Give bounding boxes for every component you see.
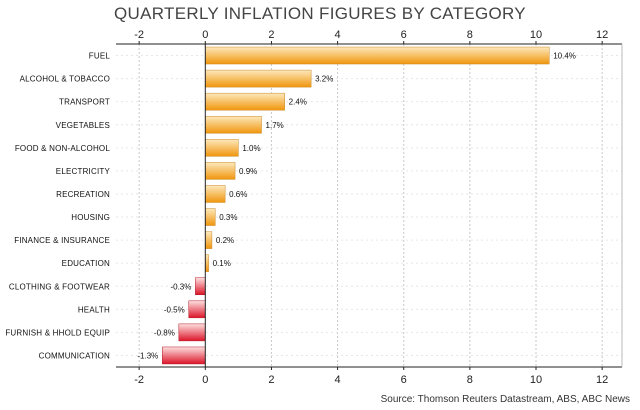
top-tick-label: 2	[268, 29, 274, 41]
category-label: COMMUNICATION	[39, 351, 110, 360]
data-label: -0.3%	[170, 282, 191, 291]
data-label: 0.2%	[216, 236, 234, 245]
category-label: FOOD & NON-ALCOHOL	[15, 144, 111, 153]
data-label: 0.9%	[239, 167, 257, 176]
bottom-tick-label: -2	[134, 374, 144, 386]
source-note: Source: Thomson Reuters Datastream, ABS,…	[380, 394, 630, 405]
data-label: 0.3%	[219, 213, 237, 222]
top-tick-label: 0	[202, 29, 208, 41]
bottom-tick-label: 2	[268, 374, 274, 386]
category-label: FINANCE & INSURANCE	[14, 236, 110, 245]
bar	[205, 185, 226, 203]
data-label: 0.6%	[229, 190, 247, 199]
top-tick-label: 10	[530, 29, 542, 41]
bar	[188, 300, 206, 319]
category-label: EDUCATION	[62, 259, 110, 268]
bar	[205, 162, 236, 180]
top-tick-label: 6	[401, 29, 407, 41]
data-label: 2.4%	[289, 98, 307, 107]
bottom-tick-label: 10	[530, 374, 542, 386]
category-label: ALCOHOL & TOBACCO	[20, 75, 110, 84]
data-label: 10.4%	[553, 52, 576, 61]
chart-title: QUARTERLY INFLATION FIGURES BY CATEGORY	[114, 4, 526, 23]
category-label: HEALTH	[78, 305, 110, 314]
bottom-tick-label: 8	[467, 374, 473, 386]
bar	[205, 69, 312, 88]
data-label: 3.2%	[315, 75, 333, 84]
bar	[162, 346, 206, 365]
top-tick-label: 8	[467, 29, 473, 41]
bar	[205, 139, 239, 157]
bar	[205, 92, 285, 111]
top-tick-label: 4	[335, 29, 341, 41]
bar	[205, 208, 216, 226]
data-label: -1.3%	[137, 351, 158, 360]
category-label: RECREATION	[56, 190, 110, 199]
category-label: CLOTHING & FOOTWEAR	[9, 282, 110, 291]
bar	[205, 116, 262, 134]
category-label: TRANSPORT	[59, 98, 110, 107]
bar	[178, 323, 206, 342]
top-tick-label: 12	[596, 29, 608, 41]
category-label: FUEL	[89, 52, 111, 61]
category-label: VEGETABLES	[56, 121, 110, 130]
bar	[205, 231, 213, 249]
data-label: 0.1%	[213, 259, 231, 268]
bottom-tick-label: 12	[596, 374, 608, 386]
data-label: 1.0%	[242, 144, 260, 153]
bottom-tick-label: 6	[401, 374, 407, 386]
bottom-tick-label: 4	[335, 374, 341, 386]
category-label: FURNISH & HHOLD EQUIP	[5, 328, 110, 337]
bar	[195, 277, 206, 295]
bar	[205, 46, 550, 65]
top-tick-label: -2	[134, 29, 144, 41]
bottom-tick-label: 0	[202, 374, 208, 386]
data-label: -0.8%	[154, 328, 175, 337]
data-label: 1.7%	[266, 121, 284, 130]
data-label: -0.5%	[164, 305, 185, 314]
category-label: ELECTRICITY	[56, 167, 111, 176]
category-label: HOUSING	[71, 213, 110, 222]
